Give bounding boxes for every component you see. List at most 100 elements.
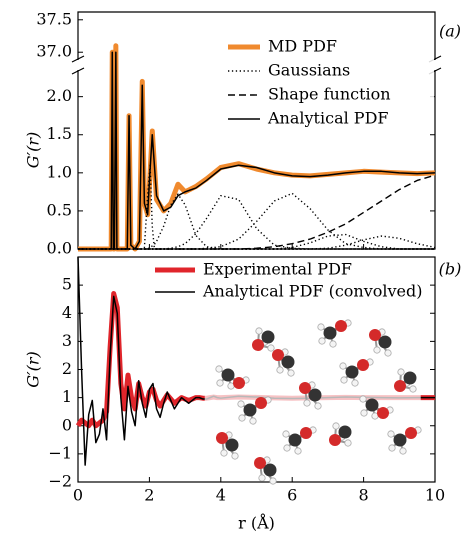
hydrogen (351, 379, 359, 387)
carbon (221, 368, 235, 382)
legend-label: Shape function (268, 85, 391, 104)
hydrogen (344, 439, 352, 447)
carbon (281, 355, 295, 369)
oxygen (233, 377, 245, 389)
y-tick-label: 37.0 (36, 42, 72, 61)
hydrogen (215, 365, 223, 373)
y-tick-label: 2.0 (47, 86, 72, 105)
hydrogen (220, 449, 228, 457)
oxygen (394, 380, 406, 392)
molecule (252, 327, 275, 352)
y-tick-label: 37.5 (36, 9, 72, 28)
oxygen (255, 397, 267, 409)
carbon (323, 326, 337, 340)
hydrogen (384, 349, 392, 357)
hydrogen (237, 400, 245, 408)
carbon (378, 335, 392, 349)
y-tick-label: 0 (62, 415, 72, 434)
molecule (272, 348, 295, 377)
y-tick-label: −2 (48, 472, 72, 491)
hydrogen (387, 430, 395, 438)
hydrogen (282, 430, 290, 438)
hydrogen (216, 379, 224, 387)
oxygen (377, 407, 389, 419)
carbon (403, 371, 417, 385)
y-tick-label: 2 (62, 359, 72, 378)
molecule (339, 358, 374, 387)
oxygen (357, 359, 369, 371)
legend-label: Analytical PDF (convolved) (202, 282, 423, 301)
hydrogen (267, 344, 275, 352)
molecule (387, 426, 422, 455)
y-tick-label: 1.0 (47, 162, 72, 181)
molecule (317, 319, 352, 348)
x-tick-label: 4 (216, 486, 226, 505)
hydrogen (303, 399, 311, 407)
oxygen (299, 382, 311, 394)
hydrogen (397, 368, 405, 376)
molecule (329, 422, 352, 447)
data-line (78, 235, 436, 250)
y-tick-label: 3 (62, 331, 72, 350)
hydrogen (329, 340, 337, 348)
oxygen (335, 320, 347, 332)
oxygen (272, 349, 284, 361)
legend-bg (224, 60, 434, 84)
hydrogen (238, 414, 246, 422)
hydrogen (388, 444, 396, 452)
hydrogen (339, 362, 347, 370)
x-tick-label: 0 (73, 486, 83, 505)
hydrogen (258, 474, 266, 482)
molecule (369, 328, 392, 357)
molecule (299, 381, 322, 410)
axis-frame (77, 11, 436, 60)
carbon (365, 398, 379, 412)
hydrogen (359, 395, 367, 403)
legend-label: MD PDF (268, 37, 337, 56)
molecule (394, 368, 417, 393)
molecule (282, 426, 317, 455)
legend-bg (224, 84, 434, 108)
carbon (263, 463, 277, 477)
y-tick-label: 0.5 (47, 200, 72, 219)
y-tick-label: 1.5 (47, 124, 72, 143)
molecule (215, 365, 250, 390)
y-axis-label: G′(r) (24, 351, 43, 388)
molecule (254, 456, 277, 485)
hydrogen (276, 366, 284, 374)
carbon (288, 433, 302, 447)
hydrogen (340, 376, 348, 384)
axis-break (71, 55, 85, 63)
x-axis-label: r (Å) (238, 513, 275, 533)
carbon (243, 403, 257, 417)
hydrogen (409, 385, 417, 393)
carbon (261, 330, 275, 344)
x-tick-label: 6 (287, 486, 297, 505)
oxygen (216, 432, 228, 444)
y-tick-label: 4 (62, 303, 72, 322)
panel-label: (a) (439, 22, 461, 41)
hydrogen (317, 323, 325, 331)
x-tick-label: 2 (144, 486, 154, 505)
legend-label: Gaussians (268, 61, 350, 80)
y-tick-label: 5 (62, 275, 72, 294)
hydrogen (294, 447, 302, 455)
oxygen (369, 329, 381, 341)
hydrogen (287, 369, 295, 377)
x-tick-label: 8 (359, 486, 369, 505)
hydrogen (231, 452, 239, 460)
hydrogen (360, 409, 368, 417)
data-line (78, 174, 436, 250)
y-tick-label: −1 (48, 443, 72, 462)
hydrogen (269, 477, 277, 485)
molecule (216, 431, 239, 460)
hydrogen (283, 444, 291, 452)
carbon (393, 433, 407, 447)
oxygen (252, 339, 264, 351)
molecule-image (204, 319, 422, 485)
y-tick-label: 0.0 (47, 239, 72, 258)
oxygen (254, 457, 266, 469)
axis-break (71, 67, 85, 75)
y-axis-label: G′(r) (24, 132, 43, 169)
oxygen (300, 427, 312, 439)
